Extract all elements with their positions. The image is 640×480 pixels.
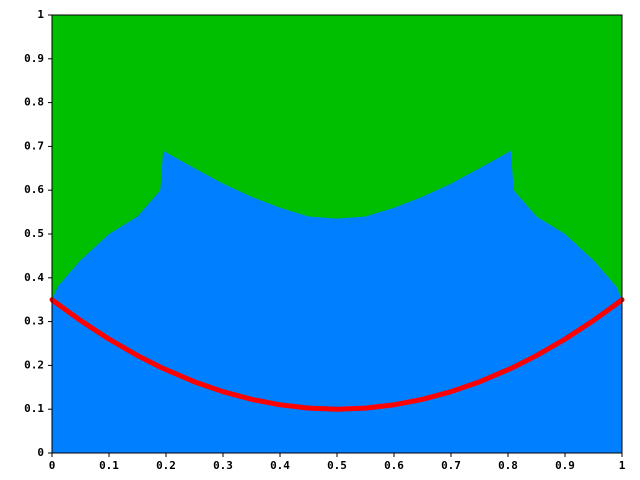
x-tick-label: 0.3 bbox=[213, 459, 233, 472]
y-tick-label: 0.7 bbox=[24, 139, 44, 152]
x-tick-label: 0.6 bbox=[384, 459, 404, 472]
area bbox=[52, 150, 622, 453]
y-tick-label: 1 bbox=[37, 8, 44, 21]
y-tick-label: 0.6 bbox=[24, 183, 44, 196]
y-tick-label: 0.1 bbox=[24, 402, 44, 415]
y-tick-label: 0.9 bbox=[24, 52, 44, 65]
x-tick-label: 0.1 bbox=[99, 459, 119, 472]
y-tick-label: 0 bbox=[37, 446, 44, 459]
y-tick-label: 0.8 bbox=[24, 96, 44, 109]
x-tick-label: 0.2 bbox=[156, 459, 176, 472]
x-tick-label: 0.7 bbox=[441, 459, 461, 472]
y-tick-label: 0.3 bbox=[24, 315, 44, 328]
x-tick-label: 1 bbox=[619, 459, 626, 472]
x-tick-label: 0.5 bbox=[327, 459, 347, 472]
line bbox=[49, 297, 625, 412]
y-tick-label: 0.2 bbox=[24, 358, 44, 371]
x-tick-label: 0 bbox=[49, 459, 56, 472]
y-tick-label: 0.5 bbox=[24, 227, 44, 240]
x-tick-label: 0.9 bbox=[555, 459, 575, 472]
y-tick-label: 0.4 bbox=[24, 271, 44, 284]
x-tick-label: 0.4 bbox=[270, 459, 290, 472]
x-tick-label: 0.8 bbox=[498, 459, 518, 472]
